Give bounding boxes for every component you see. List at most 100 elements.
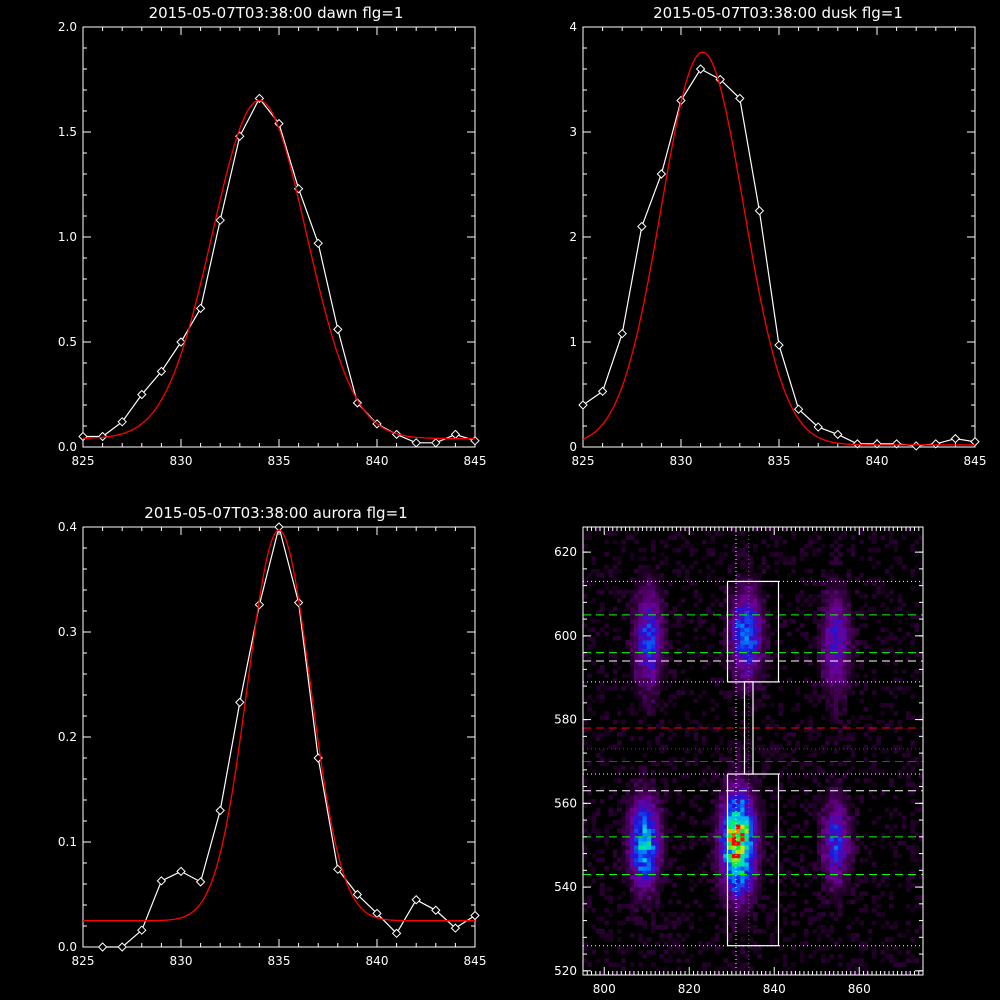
heatmap-pixel — [612, 820, 618, 825]
dawn-data-point-7 — [215, 215, 225, 225]
heatmap-pixel — [685, 958, 690, 963]
heatmap-pixel — [663, 556, 669, 561]
heatmap-pixel — [629, 686, 635, 691]
heatmap-pixel — [804, 882, 809, 888]
heatmap-pixel — [608, 527, 614, 532]
dawn-xtick-label-3: 840 — [366, 454, 389, 468]
heatmap-pixel — [855, 845, 860, 850]
dusk-data-point-1 — [597, 386, 608, 397]
heatmap-pixel — [897, 841, 903, 846]
heatmap-pixel — [719, 811, 724, 817]
heatmap-pixel — [634, 640, 639, 645]
heatmap-pixel — [719, 736, 724, 741]
heatmap-pixel — [744, 845, 750, 850]
heatmap-pixel — [697, 941, 703, 947]
heatmap-pixel — [655, 686, 660, 691]
heatmap-pixel — [846, 862, 852, 867]
heatmap-pixel — [727, 782, 733, 787]
heatmap-pixel — [884, 686, 890, 691]
heatmap-pixel — [604, 623, 609, 628]
heatmap-pixel — [744, 602, 750, 607]
heatmap-pixel — [731, 836, 737, 842]
heatmap-pixel — [799, 765, 805, 771]
heatmap-pixel — [659, 832, 665, 838]
heatmap-pixel — [748, 644, 754, 649]
heatmap-pixel — [638, 686, 643, 691]
heatmap-pixel — [646, 799, 652, 804]
heatmap-pixel — [850, 845, 856, 850]
heatmap-pixel — [906, 874, 911, 880]
heatmap-pixel — [659, 803, 665, 808]
heatmap-pixel — [914, 786, 920, 792]
heatmap-pixel — [846, 652, 852, 658]
heatmap-pixel — [608, 887, 614, 892]
heatmap-pixel — [727, 895, 733, 900]
heatmap-pixel — [778, 774, 784, 779]
heatmap-pixel — [634, 673, 639, 679]
heatmap-pixel — [680, 598, 686, 603]
heatmap-pixel — [910, 673, 915, 679]
heatmap-pixel — [740, 949, 745, 955]
heatmap-pixel — [757, 870, 762, 875]
heatmap-pixel — [642, 585, 648, 591]
heatmap-pixel — [778, 769, 784, 775]
heatmap-pixel — [829, 862, 835, 867]
heatmap-pixel — [719, 878, 724, 884]
heatmap-pixel — [872, 841, 877, 846]
heatmap-pixel — [740, 782, 745, 787]
heatmap-pixel — [740, 778, 745, 783]
heatmap-pixel — [638, 887, 643, 892]
heatmap-pixel — [799, 594, 805, 599]
heatmap-pixel — [778, 786, 784, 792]
heatmap-pixel — [838, 782, 843, 787]
heatmap-pixel — [838, 845, 843, 850]
heatmap-pixel — [680, 841, 686, 846]
heatmap-pixel — [702, 635, 707, 641]
heatmap-pixel — [761, 665, 767, 670]
heatmap-pixel — [612, 778, 618, 783]
heatmap-pixel — [753, 874, 758, 880]
heatmap-pixel — [816, 698, 822, 704]
heatmap-pixel — [583, 535, 588, 540]
heatmap-pixel — [744, 862, 750, 867]
heatmap-pixel — [672, 610, 677, 616]
heatmap-pixel — [753, 610, 758, 616]
heatmap-pixel — [625, 832, 631, 838]
heatmap-pixel — [672, 623, 677, 628]
heatmap-pixel — [744, 874, 750, 880]
heatmap-pixel — [765, 527, 771, 532]
heatmap-pixel — [859, 539, 864, 545]
heatmap-pixel — [821, 694, 826, 700]
heatmap-pixel — [651, 882, 656, 888]
heatmap-pixel — [651, 644, 656, 649]
heatmap-pixel — [642, 547, 648, 553]
heatmap-pixel — [770, 790, 775, 796]
heatmap-pixel — [608, 573, 614, 578]
heatmap-pixel — [833, 539, 839, 545]
heatmap-pixel — [850, 635, 856, 641]
heatmap-pixel — [621, 543, 626, 549]
heatmap-pixel — [791, 824, 796, 829]
heatmap-pixel — [604, 711, 609, 716]
heatmap-pixel — [617, 589, 622, 595]
heatmap-pixel — [842, 614, 847, 620]
heatmap-pixel — [872, 606, 877, 612]
heatmap-pixel — [727, 589, 733, 595]
heatmap-pixel — [765, 681, 771, 687]
heatmap-pixel — [782, 732, 788, 737]
heatmap-pixel — [693, 841, 699, 846]
heatmap-pixel — [914, 799, 920, 804]
heatmap-pixel — [629, 862, 635, 867]
heatmap-pixel — [846, 891, 852, 896]
heatmap-pixel — [731, 644, 737, 649]
heatmap-pixel — [816, 849, 822, 854]
heatmap-pixel — [778, 623, 784, 628]
heatmap-pixel — [663, 560, 669, 566]
heatmap-pixel — [846, 803, 852, 808]
heatmap-pixel — [617, 732, 622, 737]
heatmap-pixel — [757, 640, 762, 645]
heatmap-pixel — [774, 535, 779, 540]
heatmap-pixel — [727, 623, 733, 628]
heatmap-pixel — [825, 891, 830, 896]
heatmap-pixel — [659, 970, 665, 975]
